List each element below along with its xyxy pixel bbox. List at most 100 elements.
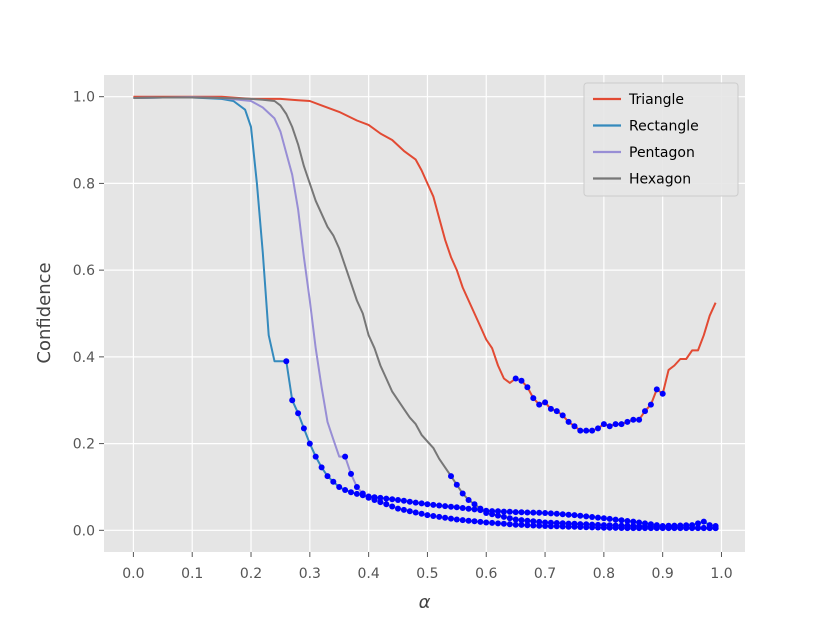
x-tick-label: 0.4 <box>358 566 380 582</box>
data-point-triangle <box>559 412 566 419</box>
data-point-triangle <box>530 395 537 402</box>
data-point-hexagon <box>483 510 490 516</box>
data-point-triangle <box>536 401 543 408</box>
data-point-hexagon <box>706 525 713 531</box>
data-point-rectangle <box>542 510 549 516</box>
data-point-pentagon <box>430 513 437 519</box>
data-point-hexagon <box>589 521 596 528</box>
data-point-hexagon <box>606 522 613 529</box>
legend-box <box>583 82 739 197</box>
data-point-hexagon <box>700 524 707 531</box>
data-point-rectangle <box>583 513 590 520</box>
data-point-pentagon <box>500 520 507 527</box>
data-point-rectangle <box>459 505 466 511</box>
data-point-pentagon <box>471 518 478 525</box>
data-point-hexagon <box>677 524 684 531</box>
data-point-pentagon <box>477 518 484 525</box>
data-point-rectangle <box>389 496 396 503</box>
data-point-pentagon <box>495 520 501 527</box>
legend-label-rectangle: Rectangle <box>629 119 699 135</box>
data-point-rectangle <box>589 514 596 520</box>
data-point-rectangle <box>630 518 637 525</box>
data-point-rectangle <box>530 509 537 516</box>
data-point-rectangle <box>453 504 460 511</box>
x-tick-label: 1.0 <box>710 566 732 582</box>
data-point-hexagon <box>565 520 572 527</box>
data-point-rectangle <box>348 489 354 496</box>
data-point-hexagon <box>547 519 554 526</box>
data-point-pentagon <box>512 521 519 528</box>
data-point-rectangle <box>624 518 631 524</box>
data-point-hexagon <box>683 524 690 531</box>
data-point-triangle <box>612 421 619 428</box>
data-point-hexagon <box>600 522 607 529</box>
data-point-triangle <box>524 384 531 391</box>
data-point-triangle <box>618 421 625 428</box>
data-point-pentagon <box>348 470 354 477</box>
data-point-pentagon <box>506 521 513 528</box>
data-point-rectangle <box>330 478 337 485</box>
data-point-hexagon <box>495 512 501 519</box>
data-point-hexagon <box>647 523 654 530</box>
x-axis-ticks: 0.0 0.1 0.2 0.3 0.4 0.5 0.6 0.7 0.8 0.9 1.0 <box>122 552 733 582</box>
data-point-hexagon <box>671 524 678 531</box>
data-point-pentagon <box>465 517 472 524</box>
legend-label-hexagon: Hexagon <box>629 172 691 188</box>
data-point-hexagon <box>636 523 643 530</box>
data-point-pentagon <box>342 453 349 460</box>
data-point-pentagon <box>400 506 407 513</box>
data-point-pentagon <box>371 497 378 503</box>
data-point-triangle <box>630 416 637 423</box>
data-point-rectangle <box>424 501 431 508</box>
data-point-rectangle <box>306 440 313 447</box>
data-point-pentagon <box>459 517 466 524</box>
data-point-hexagon <box>500 513 507 520</box>
data-point-hexagon <box>712 525 719 532</box>
data-point-rectangle <box>465 505 472 512</box>
data-point-rectangle <box>442 503 449 510</box>
data-point-hexagon <box>459 490 466 497</box>
data-point-hexagon <box>489 511 496 518</box>
legend-label-pentagon: Pentagon <box>629 145 695 161</box>
data-point-hexagon <box>653 523 660 530</box>
data-point-triangle <box>577 427 584 434</box>
data-point-rectangle <box>318 464 325 471</box>
data-point-triangle <box>624 418 631 425</box>
data-point-pentagon <box>424 512 431 519</box>
x-tick-label: 0.2 <box>240 566 262 582</box>
data-point-rectangle <box>383 495 390 502</box>
data-point-rectangle <box>300 425 307 432</box>
data-point-rectangle <box>430 501 437 508</box>
y-tick-label: 0.4 <box>73 350 95 366</box>
data-point-rectangle <box>553 510 560 517</box>
data-point-hexagon <box>659 523 666 530</box>
data-point-hexagon <box>595 521 601 528</box>
data-point-triangle <box>553 408 560 415</box>
data-point-rectangle <box>395 497 401 503</box>
data-point-hexagon <box>506 515 513 522</box>
data-point-pentagon <box>365 494 372 501</box>
data-point-pentagon <box>483 519 490 526</box>
legend-label-triangle: Triangle <box>628 92 684 108</box>
data-point-rectangle <box>536 509 543 516</box>
data-point-rectangle <box>436 502 443 509</box>
data-point-rectangle <box>412 499 419 506</box>
data-point-rectangle <box>295 410 302 417</box>
data-point-triangle <box>653 386 660 393</box>
data-point-pentagon <box>442 514 449 521</box>
data-point-pentagon <box>359 490 366 497</box>
data-point-triangle <box>518 377 525 384</box>
data-point-pentagon <box>383 501 390 508</box>
data-point-rectangle <box>289 397 296 404</box>
data-point-triangle <box>600 421 607 428</box>
y-tick-label: 0.2 <box>73 437 95 453</box>
data-point-triangle <box>642 408 648 415</box>
data-point-rectangle <box>606 515 613 522</box>
x-tick-label: 0.0 <box>122 566 144 582</box>
data-point-hexagon <box>577 521 584 528</box>
data-point-rectangle <box>283 358 290 365</box>
data-point-triangle <box>542 399 549 406</box>
data-point-pentagon <box>418 510 425 517</box>
data-point-triangle <box>606 423 613 430</box>
